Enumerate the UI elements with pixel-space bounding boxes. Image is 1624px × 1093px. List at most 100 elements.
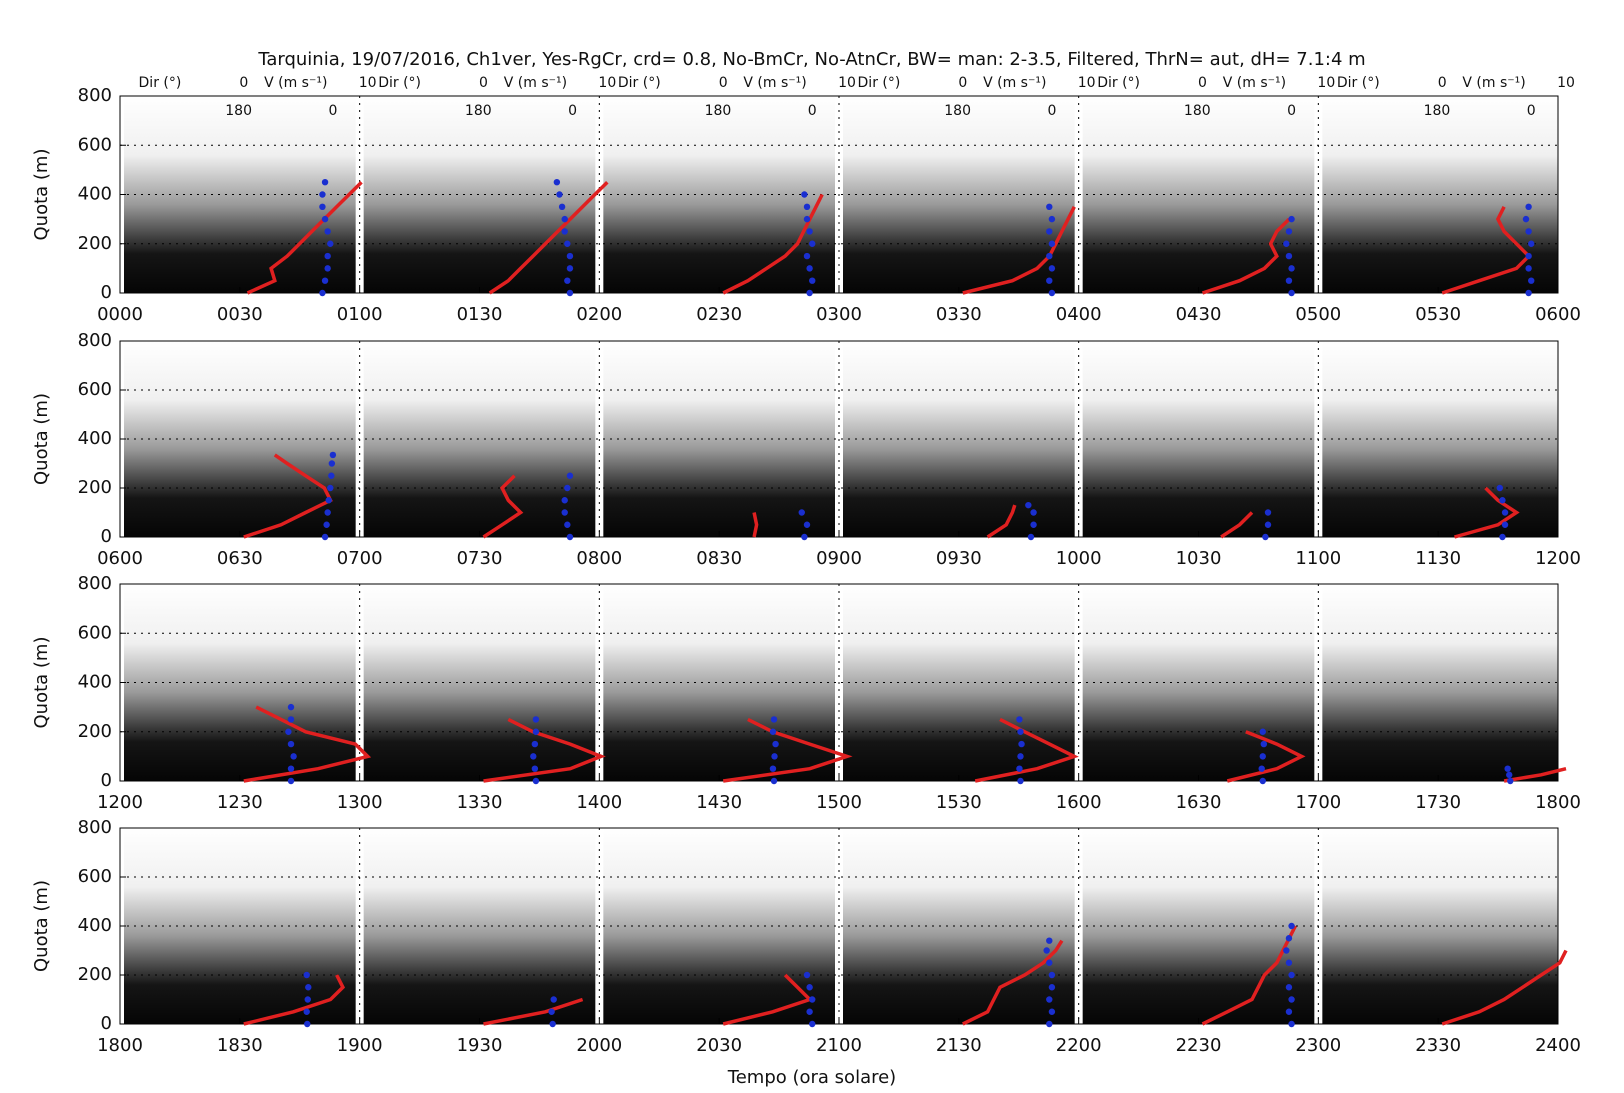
direction-point — [549, 1020, 556, 1028]
direction-point — [1027, 533, 1035, 541]
direction-point — [806, 265, 813, 272]
direction-point — [1030, 509, 1037, 516]
x-tick-label: 0300 — [816, 304, 862, 325]
speed-profile — [1441, 949, 1568, 1026]
plot-frame — [119, 583, 1559, 782]
y-tick-label: 200 — [78, 477, 112, 498]
direction-point — [806, 1008, 813, 1015]
speed-profile — [483, 717, 606, 783]
speed-tick-label: 0 — [479, 75, 488, 91]
x-tick-label: 2300 — [1295, 1035, 1341, 1056]
speed-tick-label: 0 — [1438, 75, 1447, 91]
direction-point — [1501, 509, 1509, 516]
speed-profile — [1226, 730, 1306, 783]
y-axis-label: Quota (m) — [31, 880, 52, 972]
direction-point — [1043, 947, 1050, 954]
direction-point — [1046, 937, 1053, 944]
direction-point — [1258, 765, 1265, 772]
x-tick-label: 1730 — [1415, 792, 1461, 813]
direction-point — [803, 521, 811, 528]
x-axis-label: Tempo (ora solare) — [727, 1067, 896, 1088]
direction-point — [305, 984, 312, 991]
direction-point — [564, 521, 571, 528]
y-tick-label: 600 — [78, 379, 112, 400]
y-tick-label: 0 — [101, 526, 112, 547]
dir-tick-label: 180 — [465, 103, 492, 119]
speed-profile — [962, 206, 1076, 295]
y-tick-label: 800 — [78, 817, 112, 838]
dir-tick-label: 180 — [225, 103, 252, 119]
direction-point — [531, 740, 539, 748]
direction-point — [1499, 533, 1506, 541]
direction-point — [1285, 935, 1293, 942]
direction-point — [303, 971, 310, 979]
direction-point — [1285, 228, 1293, 235]
x-tick-label: 0630 — [217, 548, 263, 569]
direction-point — [803, 203, 811, 211]
direction-point — [321, 215, 329, 223]
direction-point — [803, 252, 811, 260]
direction-point — [324, 509, 331, 516]
direction-point — [566, 252, 574, 260]
speed-profile — [1503, 767, 1567, 783]
direction-point — [1017, 753, 1024, 760]
direction-point — [1288, 996, 1295, 1003]
x-tick-label: 2000 — [576, 1035, 622, 1056]
direction-point — [319, 191, 326, 198]
x-tick-label: 1230 — [217, 792, 263, 813]
x-tick-label: 1800 — [1535, 792, 1581, 813]
direction-point — [1285, 277, 1293, 284]
x-tick-label: 0930 — [936, 548, 982, 569]
speed-profile — [722, 717, 853, 783]
y-tick-label: 200 — [78, 721, 112, 742]
speed-profile — [752, 512, 759, 538]
dir-tick-label: 0 — [328, 103, 337, 119]
direction-point — [1259, 753, 1266, 760]
direction-point — [806, 289, 813, 297]
direction-point — [801, 191, 808, 198]
direction-point — [1048, 265, 1056, 272]
y-tick-label: 400 — [78, 672, 112, 693]
speed-tick-label: 0 — [958, 75, 967, 91]
direction-point — [319, 289, 326, 297]
y-tick-label: 0 — [101, 282, 112, 303]
direction-point — [1030, 521, 1037, 528]
x-tick-label: 0600 — [1535, 304, 1581, 325]
x-tick-label: 1300 — [337, 792, 383, 813]
direction-point — [287, 777, 295, 785]
direction-point — [1285, 1008, 1293, 1015]
direction-point — [564, 484, 571, 492]
direction-point — [1048, 215, 1056, 223]
direction-point — [564, 277, 571, 284]
direction-point — [806, 228, 813, 235]
x-tick-label: 1900 — [337, 1035, 383, 1056]
direction-point — [287, 765, 295, 772]
direction-point — [327, 484, 334, 492]
y-tick-label: 800 — [78, 573, 112, 594]
direction-point — [1016, 716, 1023, 723]
speed-axis-label: V (m s⁻¹) — [504, 75, 567, 91]
dir-axis-label: Dir (°) — [1337, 75, 1380, 91]
x-tick-label: 2200 — [1056, 1035, 1102, 1056]
direction-point — [798, 509, 805, 516]
direction-point — [803, 971, 811, 979]
direction-point — [1506, 771, 1513, 779]
y-tick-label: 400 — [78, 184, 112, 205]
x-tick-label: 1200 — [1535, 548, 1581, 569]
direction-point — [323, 521, 330, 528]
speed-tick-label: 10 — [838, 75, 856, 91]
direction-point — [769, 728, 777, 735]
direction-point — [803, 215, 811, 223]
direction-point — [290, 753, 297, 760]
direction-point — [532, 716, 540, 723]
speed-profile — [1454, 486, 1520, 539]
direction-point — [1259, 777, 1266, 785]
direction-point — [1018, 740, 1025, 748]
speed-tick-label: 10 — [1078, 75, 1096, 91]
direction-point — [1507, 777, 1514, 785]
x-tick-label: 0400 — [1056, 304, 1102, 325]
x-tick-label: 0430 — [1176, 304, 1222, 325]
direction-point — [1285, 959, 1293, 966]
direction-point — [1499, 497, 1506, 504]
direction-point — [1525, 203, 1532, 211]
